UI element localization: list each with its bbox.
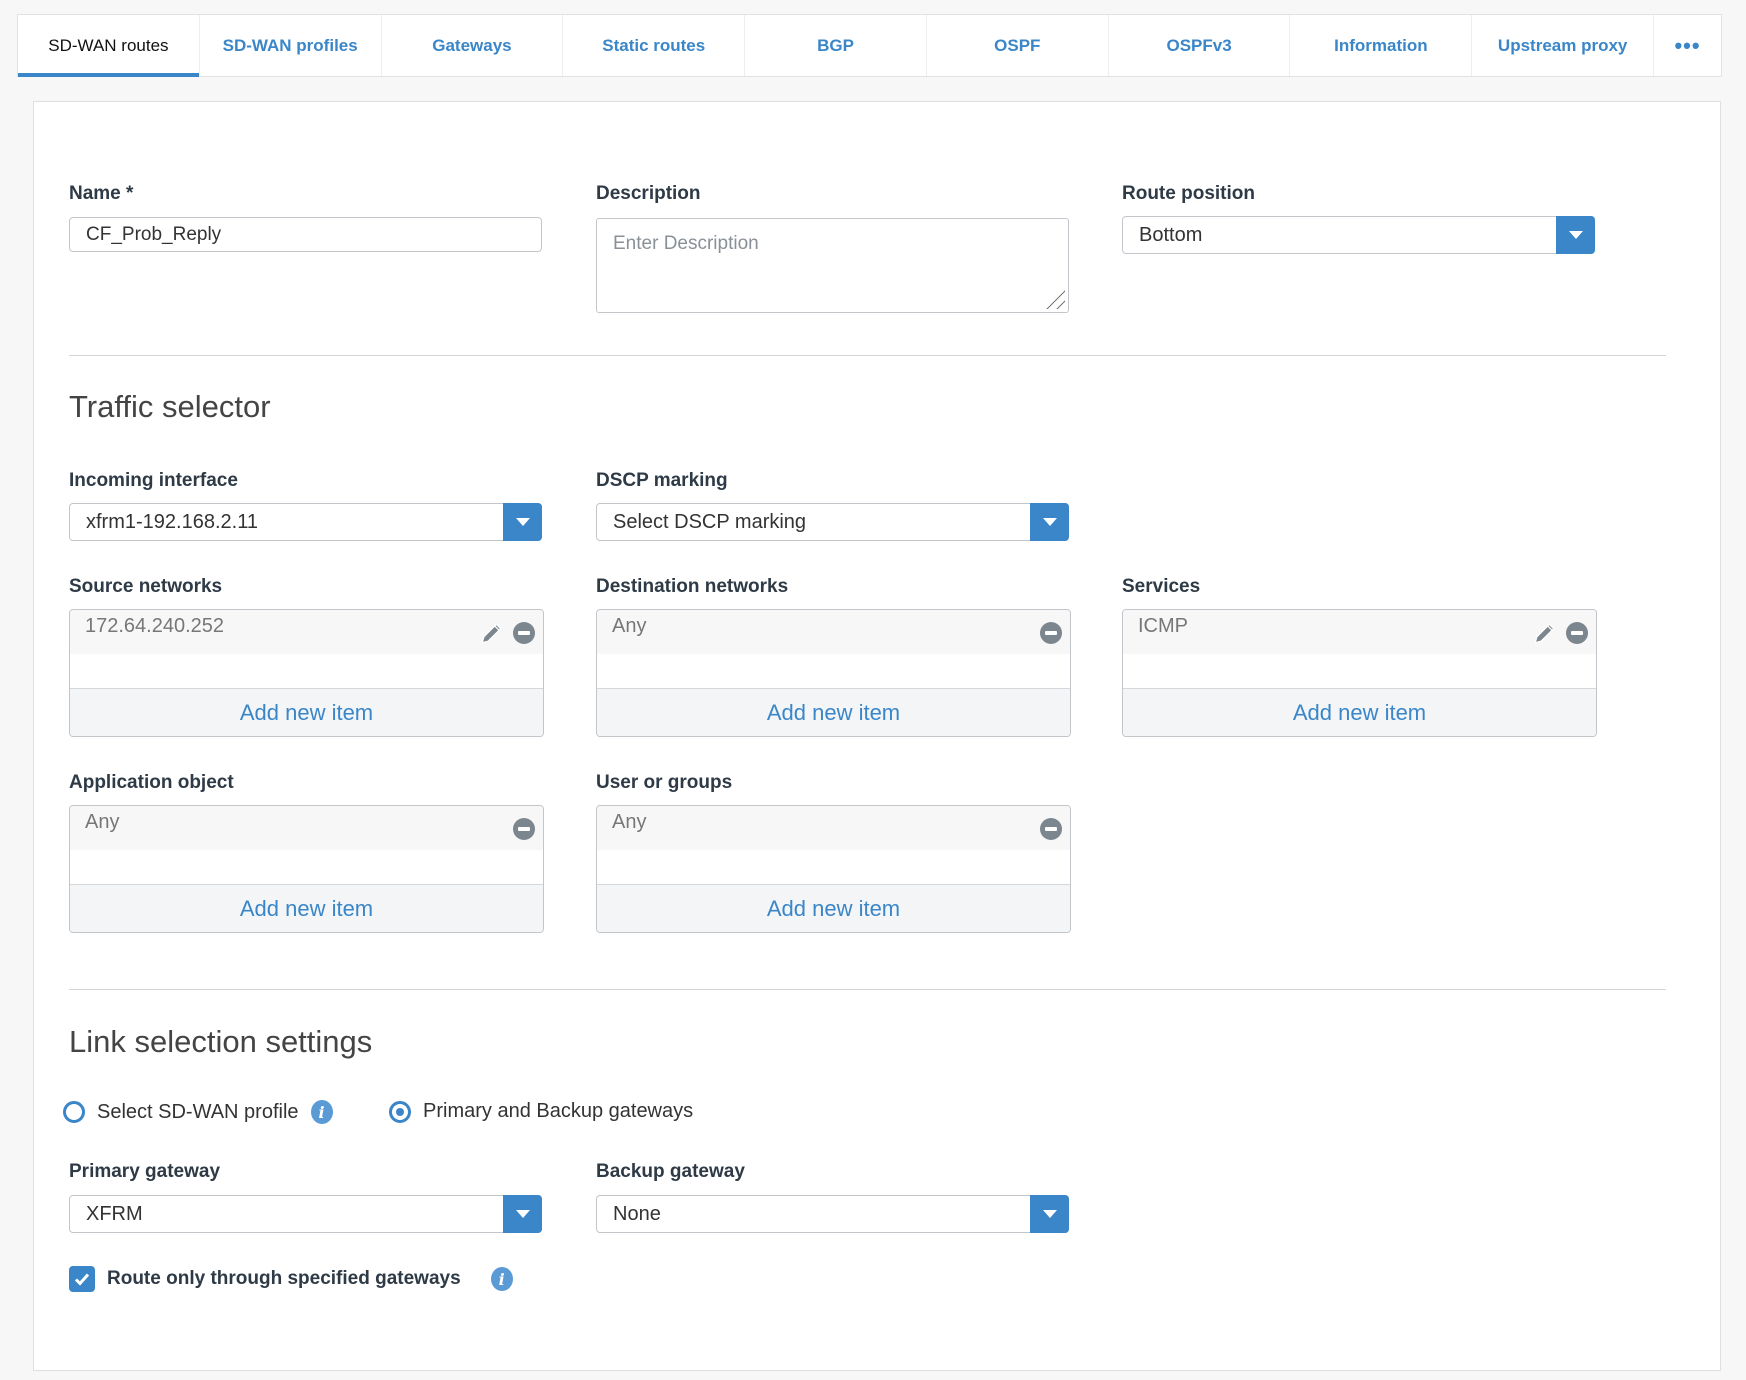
application-object-label: Application object <box>69 772 234 793</box>
add-new-item-button[interactable]: Add new item <box>597 688 1070 736</box>
description-textarea[interactable]: Enter Description <box>596 218 1069 313</box>
radio-button-selected[interactable] <box>389 1100 411 1123</box>
radio-label: Primary and Backup gateways <box>423 1100 694 1122</box>
list-item-text: Any <box>612 615 647 637</box>
list-item-text: Any <box>85 811 120 833</box>
radio-primary-backup-gateways[interactable]: Primary and Backup gateways <box>389 1100 693 1123</box>
tab-sd-wan-profiles[interactable]: SD-WAN profiles <box>200 15 382 76</box>
name-input[interactable]: CF_Prob_Reply <box>69 217 542 252</box>
chevron-down-icon[interactable] <box>503 503 542 541</box>
backup-gateway-value: None <box>613 1202 661 1225</box>
dscp-marking-value: Select DSCP marking <box>613 510 807 533</box>
incoming-interface-select[interactable]: xfrm1-192.168.2.11 <box>69 503 542 541</box>
add-new-item-button[interactable]: Add new item <box>1123 688 1596 736</box>
pencil-icon[interactable] <box>1532 620 1558 646</box>
divider <box>69 989 1666 990</box>
add-new-item-button[interactable]: Add new item <box>70 884 543 932</box>
list-item-text: Any <box>612 811 647 833</box>
resize-handle-icon[interactable] <box>1043 287 1065 309</box>
tab-information[interactable]: Information <box>1290 15 1473 76</box>
checkbox-checked[interactable] <box>69 1266 95 1292</box>
link-selection-heading: Link selection settings <box>69 1024 373 1059</box>
primary-gateway-label: Primary gateway <box>69 1161 221 1182</box>
list-item: Any <box>70 806 543 850</box>
tab-bar: SD-WAN routes SD-WAN profiles Gateways S… <box>17 14 1722 77</box>
user-or-groups-list: Any Add new item <box>596 805 1071 933</box>
add-new-item-button[interactable]: Add new item <box>70 688 543 736</box>
incoming-interface-value: xfrm1-192.168.2.11 <box>86 510 258 533</box>
tab-gateways[interactable]: Gateways <box>382 15 564 76</box>
list-item: ICMP <box>1123 610 1596 654</box>
radio-button[interactable] <box>63 1101 85 1123</box>
backup-gateway-select[interactable]: None <box>596 1195 1069 1233</box>
description-placeholder: Enter Description <box>613 233 759 254</box>
remove-icon[interactable] <box>513 622 535 644</box>
destination-networks-label: Destination networks <box>596 576 789 597</box>
name-label: Name * <box>69 183 134 204</box>
check-icon <box>74 1273 90 1286</box>
info-icon[interactable]: i <box>490 1267 513 1291</box>
tab-ospfv3[interactable]: OSPFv3 <box>1109 15 1291 76</box>
route-position-select[interactable]: Bottom <box>1122 216 1595 254</box>
remove-icon[interactable] <box>1040 818 1062 840</box>
radio-label: Select SD-WAN profile <box>97 1100 299 1123</box>
route-form-panel: Name * CF_Prob_Reply Description Enter D… <box>33 101 1721 1371</box>
user-or-groups-label: User or groups <box>596 772 733 793</box>
remove-icon[interactable] <box>1040 622 1062 644</box>
add-new-item-button[interactable]: Add new item <box>597 884 1070 932</box>
tab-bgp[interactable]: BGP <box>745 15 927 76</box>
list-item: Any <box>597 806 1070 850</box>
radio-select-sd-wan-profile[interactable]: Select SD-WAN profile i <box>63 1100 333 1124</box>
chevron-down-icon[interactable] <box>503 1195 542 1233</box>
remove-icon[interactable] <box>1566 622 1588 644</box>
route-only-checkbox-row[interactable]: Route only through specified gateways i <box>69 1266 513 1292</box>
tab-ospf[interactable]: OSPF <box>927 15 1109 76</box>
application-object-list: Any Add new item <box>69 805 544 933</box>
remove-icon[interactable] <box>513 818 535 840</box>
list-item-text: ICMP <box>1138 615 1188 637</box>
route-position-label: Route position <box>1122 183 1255 204</box>
route-position-value: Bottom <box>1139 223 1203 246</box>
incoming-interface-label: Incoming interface <box>69 470 238 491</box>
dscp-marking-select[interactable]: Select DSCP marking <box>596 503 1069 541</box>
traffic-selector-heading: Traffic selector <box>69 389 271 424</box>
list-item: 172.64.240.252 <box>70 610 543 654</box>
chevron-down-icon[interactable] <box>1030 1195 1069 1233</box>
services-label: Services <box>1122 576 1201 597</box>
more-tabs-icon[interactable]: ••• <box>1674 32 1701 58</box>
route-only-label: Route only through specified gateways <box>107 1268 461 1289</box>
dscp-marking-label: DSCP marking <box>596 470 728 491</box>
source-networks-list: 172.64.240.252 Add new item <box>69 609 544 737</box>
pencil-icon[interactable] <box>479 620 505 646</box>
primary-gateway-select[interactable]: XFRM <box>69 1195 542 1233</box>
info-icon[interactable]: i <box>310 1100 333 1124</box>
backup-gateway-label: Backup gateway <box>596 1161 745 1182</box>
tab-static-routes[interactable]: Static routes <box>563 15 746 76</box>
destination-networks-list: Any Add new item <box>596 609 1071 737</box>
tab-sd-wan-routes[interactable]: SD-WAN routes <box>18 15 200 77</box>
chevron-down-icon[interactable] <box>1556 216 1595 254</box>
source-networks-label: Source networks <box>69 576 223 597</box>
tab-upstream-proxy[interactable]: Upstream proxy <box>1472 15 1655 76</box>
primary-gateway-value: XFRM <box>86 1202 143 1225</box>
list-item: Any <box>597 610 1070 654</box>
description-label: Description <box>596 183 701 204</box>
services-list: ICMP Add new item <box>1122 609 1597 737</box>
chevron-down-icon[interactable] <box>1030 503 1069 541</box>
list-item-text: 172.64.240.252 <box>85 615 225 637</box>
divider <box>69 355 1666 356</box>
